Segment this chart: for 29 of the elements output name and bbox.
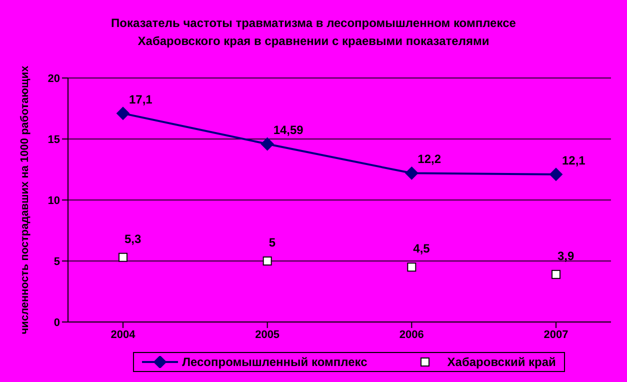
x-tick-label: 2005	[255, 328, 280, 341]
data-label: 17,1	[129, 92, 153, 106]
point	[118, 252, 128, 262]
point	[260, 138, 274, 150]
y-tick-label: 0	[54, 316, 60, 329]
data-label: 12,1	[562, 153, 586, 168]
data-label: 5,3	[124, 232, 142, 246]
legend-label: Лесопромышленный комплекс	[182, 355, 368, 369]
point	[116, 106, 130, 120]
y-tick-label: 5	[54, 256, 60, 268]
legend-label: Хабаровский край	[447, 355, 556, 369]
x-tick-label: 2006	[399, 328, 424, 341]
y-axis-title: численность пострадавших на 1000 работающих	[18, 64, 31, 334]
data-label: 3,9	[557, 248, 574, 263]
y-tick-label: 15	[48, 134, 60, 146]
data-label: 4,5	[413, 242, 430, 256]
point	[407, 262, 416, 272]
point	[550, 168, 562, 181]
point	[552, 270, 560, 279]
chart-title: Показатель частоты травматизма в лесопромышленном комплексе Хабаровского края в сравнении с краевыми показателями	[110, 15, 517, 50]
y-tick-label: 10	[48, 194, 60, 207]
point	[405, 166, 418, 180]
x-tick-label: 2004	[110, 328, 136, 341]
data-label: 12,2	[418, 152, 442, 166]
x-tick-label: 2007	[544, 328, 568, 341]
point	[262, 256, 272, 266]
data-label: 5	[268, 235, 276, 250]
y-tick-label: 20	[48, 72, 60, 85]
data-label: 14,59	[273, 123, 304, 137]
